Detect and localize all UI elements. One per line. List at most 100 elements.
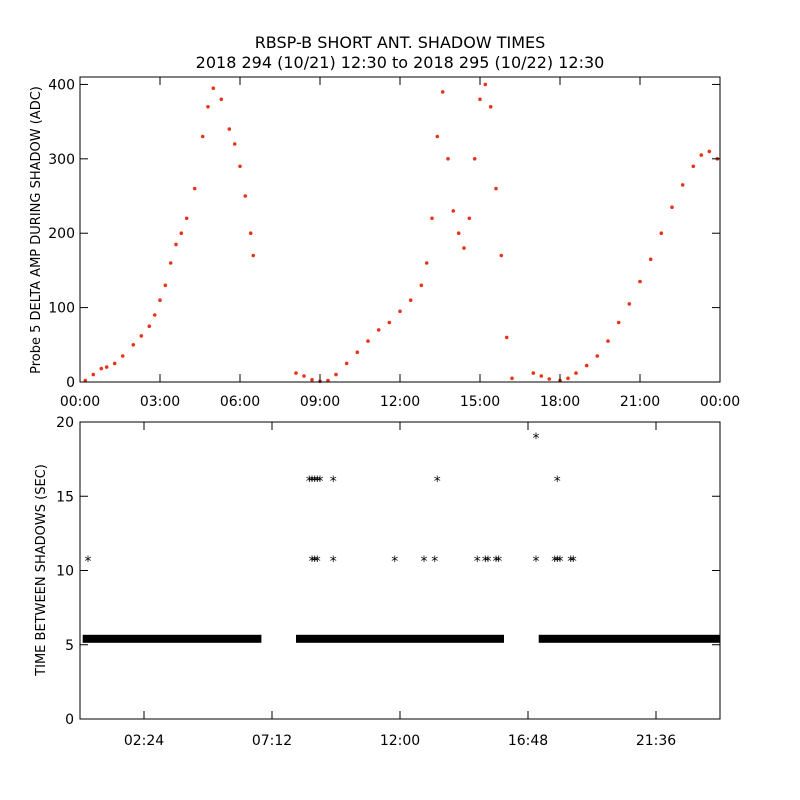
- top-point-s1-9: [376, 328, 381, 332]
- bottom-ytick-label-3: 15: [56, 489, 74, 505]
- bottom-ytick-label-4: 20: [56, 415, 74, 431]
- top-point-s1-0: [294, 371, 298, 375]
- top-point-s0-3: [104, 365, 109, 369]
- top-point-s0-9: [152, 313, 157, 317]
- top-point-s0-16: [192, 186, 197, 191]
- top-ytick-label-2: 200: [48, 226, 75, 242]
- top-point-s1-25: [483, 82, 488, 87]
- bottom-point-27: *: [554, 474, 561, 490]
- top-point-s2-12: [648, 257, 653, 262]
- bottom-point-12: *: [421, 554, 428, 570]
- top-point-s0-6: [131, 343, 136, 347]
- top-point-s2-16: [691, 164, 696, 169]
- bottom-panel-ticks: 02:24 07:12 12:00 16:48 21:36 0 5 10 15 20: [56, 415, 720, 749]
- top-xtick-label-7: 21:00: [620, 394, 660, 410]
- top-point-s0-13: [174, 242, 178, 247]
- top-point-s0-5: [120, 354, 125, 358]
- top-point-s2-15: [680, 183, 685, 187]
- bottom-baseline-band-1: [296, 634, 504, 643]
- bottom-point-0: *: [85, 554, 92, 570]
- top-point-s2-5: [574, 371, 578, 375]
- top-xtick-label-6: 18:00: [540, 394, 580, 410]
- top-point-s1-11: [398, 309, 402, 314]
- bottom-panel-points: ****** **** * * * *** ** **** *** ***: [82, 431, 720, 643]
- top-point-s1-15: [430, 216, 434, 221]
- top-point-s0-8: [147, 324, 152, 329]
- bottom-point-21: *: [533, 554, 540, 570]
- top-point-s2-14: [670, 205, 674, 209]
- top-point-s1-28: [499, 253, 504, 258]
- top-point-s2-8: [606, 339, 610, 343]
- bottom-xtick-label-4: 21:36: [636, 733, 676, 749]
- top-point-s1-20: [456, 231, 461, 235]
- top-xtick-label-8: 00:00: [700, 394, 740, 410]
- top-point-s2-13: [659, 231, 664, 235]
- bottom-point-18: *: [493, 554, 500, 570]
- bottom-baseline-band-0: [82, 634, 262, 643]
- bottom-point-16: *: [482, 554, 489, 570]
- top-point-s1-7: [355, 350, 360, 355]
- top-point-s1-10: [387, 320, 392, 325]
- top-ytick-label-0: 0: [66, 375, 75, 391]
- bottom-xtick-label-1: 07:12: [252, 733, 292, 749]
- bottom-point-23: *: [554, 554, 561, 570]
- bottom-point-2: *: [309, 474, 316, 490]
- top-point-s1-30: [510, 376, 514, 381]
- top-point-s0-12: [168, 261, 173, 265]
- top-point-s0-10: [158, 298, 162, 303]
- bottom-point-8: *: [311, 554, 318, 570]
- top-point-s0-17: [200, 134, 205, 139]
- bottom-xtick-label-3: 16:48: [508, 733, 548, 749]
- top-point-s0-26: [251, 253, 256, 258]
- top-point-s0-21: [227, 127, 232, 131]
- top-xtick-label-2: 06:00: [220, 394, 260, 410]
- top-point-s2-4: [566, 376, 570, 381]
- top-point-s1-29: [504, 335, 509, 340]
- top-point-s0-23: [238, 164, 242, 169]
- bottom-point-11: *: [391, 554, 398, 570]
- bottom-point-13: *: [431, 554, 438, 570]
- top-point-s1-26: [488, 105, 493, 109]
- bottom-point-15: *: [474, 554, 481, 570]
- top-point-s1-27: [494, 186, 498, 191]
- top-point-s1-13: [419, 283, 424, 288]
- top-point-s0-15: [184, 216, 189, 221]
- top-point-s2-18: [707, 149, 712, 154]
- bottom-panel: ****** **** * * * *** ** **** *** *** 02:24 07:12 1…: [34, 415, 721, 749]
- top-ytick-label-3: 300: [48, 152, 75, 168]
- top-xtick-label-0: 00:00: [60, 394, 100, 410]
- top-point-s2-1: [539, 374, 544, 378]
- top-ytick-label-4: 400: [48, 77, 75, 93]
- top-point-s2-10: [627, 302, 632, 306]
- top-point-s0-1: [91, 372, 96, 377]
- top-point-s2-9: [616, 320, 621, 325]
- top-point-s0-25: [248, 231, 253, 235]
- bottom-point-26: *: [570, 554, 577, 570]
- bottom-ytick-label-0: 0: [65, 712, 74, 728]
- bottom-point-22: *: [551, 554, 558, 570]
- top-panel: 00:00 03:00 06:00 09:00 12:00 15:00 18:00 21:00…: [29, 76, 740, 410]
- bottom-xtick-label-2: 12:00: [380, 733, 420, 749]
- top-point-s1-14: [424, 261, 429, 265]
- bottom-point-10: *: [330, 554, 337, 570]
- top-point-s0-7: [139, 334, 144, 338]
- top-point-s1-19: [451, 209, 456, 213]
- top-point-s0-2: [99, 366, 104, 371]
- top-point-s2-17: [699, 153, 704, 157]
- top-point-s1-5: [334, 372, 338, 377]
- bottom-point-17: *: [485, 554, 492, 570]
- top-xtick-label-1: 03:00: [140, 394, 180, 410]
- bottom-point-4: *: [314, 474, 321, 490]
- top-point-s1-16: [435, 134, 440, 139]
- top-point-s1-4: [326, 378, 330, 383]
- top-point-s0-14: [179, 231, 184, 235]
- top-point-s0-0: [83, 378, 88, 383]
- top-point-s0-4: [112, 361, 117, 366]
- top-panel-points: [83, 82, 720, 384]
- bottom-point-5: *: [317, 474, 324, 490]
- top-point-s2-6: [584, 363, 589, 368]
- top-point-s0-20: [219, 97, 224, 102]
- top-point-s1-2: [310, 378, 314, 382]
- top-point-s2-0: [531, 371, 536, 375]
